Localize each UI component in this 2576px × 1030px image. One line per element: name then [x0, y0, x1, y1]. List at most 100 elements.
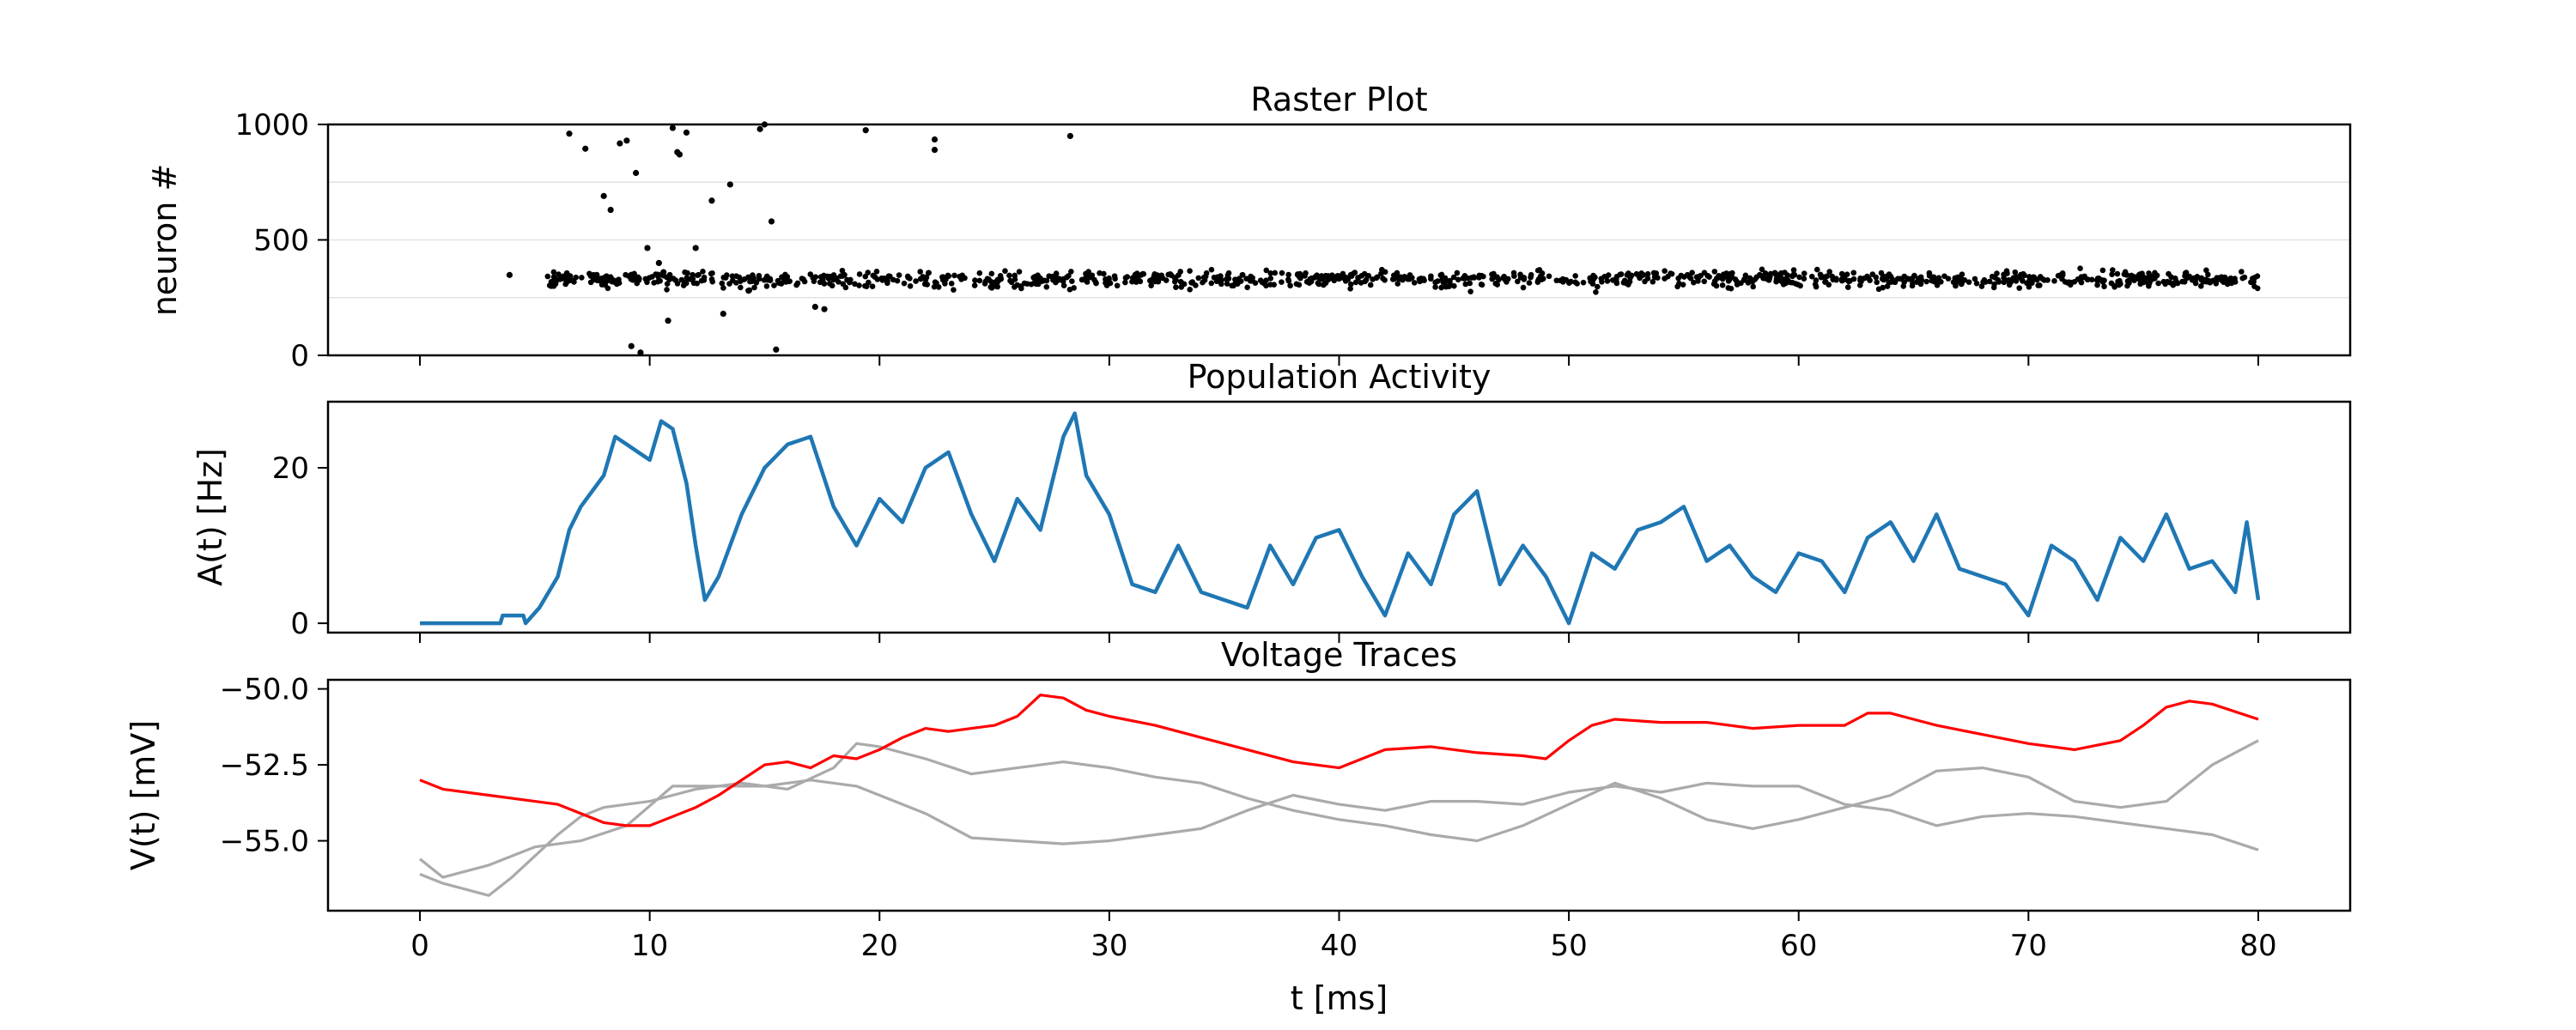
voltage-x-tick-label: 50 [1550, 929, 1587, 963]
spike-point [1187, 268, 1193, 274]
spike-point [593, 277, 600, 283]
spike-point [1601, 273, 1608, 280]
spike-point [1347, 286, 1353, 292]
spike-point [1845, 278, 1852, 285]
spike-point [998, 276, 1004, 282]
spike-point [1462, 281, 1469, 288]
spike-point [2222, 276, 2228, 282]
spike-point [676, 151, 683, 158]
voltage-x-tick-label: 10 [631, 929, 668, 963]
spike-point [1814, 266, 1820, 273]
spike-point [931, 283, 938, 290]
spike-point [1293, 281, 1300, 288]
spike-point [1775, 277, 1782, 283]
spike-point [600, 192, 607, 199]
spike-point [2059, 272, 2066, 278]
spike-point [1263, 277, 1269, 284]
spike-point [1674, 283, 1680, 290]
spike-point [931, 146, 939, 154]
spike-point [1244, 284, 1250, 291]
spike-point [987, 284, 994, 290]
spike-point [1035, 272, 1041, 278]
spike-point [563, 273, 569, 280]
spike-point [852, 281, 858, 288]
spike-point [1313, 273, 1319, 280]
spike-point [567, 273, 574, 279]
spike-point [1813, 283, 1820, 290]
spike-point [593, 272, 600, 279]
spike-point [2198, 282, 2204, 289]
spike-point [1103, 280, 1109, 286]
raster-x-ticks [419, 355, 2259, 366]
spike-point [817, 279, 823, 286]
spike-point [751, 284, 757, 291]
spike-point [1926, 270, 1933, 277]
spike-point [1777, 273, 1783, 280]
spike-point [644, 279, 650, 286]
spike-point [1625, 282, 1631, 288]
spike-point [644, 245, 651, 251]
raster-y-tick-label: 1000 [234, 108, 309, 142]
spike-point [905, 274, 911, 281]
spike-point [773, 346, 780, 353]
spike-point [1016, 269, 1023, 275]
spike-point [623, 137, 630, 144]
spike-point [811, 303, 818, 311]
voltage-x-ticks: 0 10 20 30 40 50 60 70 80 [410, 911, 2277, 963]
voltage-y-tick-label: −55.0 [220, 825, 309, 859]
spike-point [1214, 274, 1221, 281]
spike-point [1918, 276, 1925, 283]
spike-point [1621, 277, 1628, 284]
spike-point [1604, 278, 1611, 284]
spike-point [665, 318, 671, 324]
raster-panel: 0 500 1000 Raster Plot neuron # [146, 81, 2352, 373]
spike-point [935, 284, 942, 290]
spike-point [1279, 279, 1285, 285]
spike-point [1084, 279, 1091, 285]
voltage-series-line [419, 694, 2259, 827]
spike-point [1959, 271, 1965, 277]
spike-point [1638, 270, 1644, 276]
spike-point [1347, 281, 1354, 288]
spike-point [896, 272, 902, 278]
spike-point [2004, 270, 2010, 276]
spike-point [1455, 276, 1461, 283]
raster-y-ticks: 0 500 1000 [234, 108, 328, 373]
spike-point [971, 282, 978, 288]
spike-point [1056, 276, 1062, 282]
spike-point [628, 276, 635, 282]
spike-point [913, 278, 919, 284]
spike-point [569, 277, 575, 284]
spike-point [1232, 276, 1238, 282]
spike-point [872, 274, 878, 280]
spike-point [2013, 278, 2020, 284]
spike-point [1521, 275, 1528, 281]
spike-point [1790, 271, 1796, 278]
spike-point [1370, 276, 1376, 282]
spike-point [1043, 284, 1050, 290]
spike-point [984, 276, 991, 282]
spike-point [1069, 278, 1075, 284]
spike-point [951, 287, 957, 293]
spike-point [2205, 271, 2211, 278]
spike-point [684, 270, 690, 276]
spike-point [1471, 274, 1477, 280]
spike-point [669, 124, 677, 131]
spike-point [988, 270, 995, 277]
spike-point [1844, 284, 1851, 290]
spike-point [1163, 277, 1170, 283]
spike-point [921, 281, 928, 288]
spike-point [1478, 282, 1485, 288]
spike-point [1454, 270, 1461, 276]
spike-point [941, 275, 948, 282]
spike-point [1869, 271, 1876, 277]
spike-point [1155, 278, 1162, 285]
spike-point [1566, 280, 1572, 286]
spike-point [1782, 270, 1788, 276]
spike-point [1515, 278, 1521, 285]
spike-point [1750, 283, 1757, 290]
spike-point [599, 275, 606, 282]
spike-point [1008, 279, 1015, 286]
spike-point [1187, 287, 1194, 293]
spike-point [1002, 268, 1008, 274]
